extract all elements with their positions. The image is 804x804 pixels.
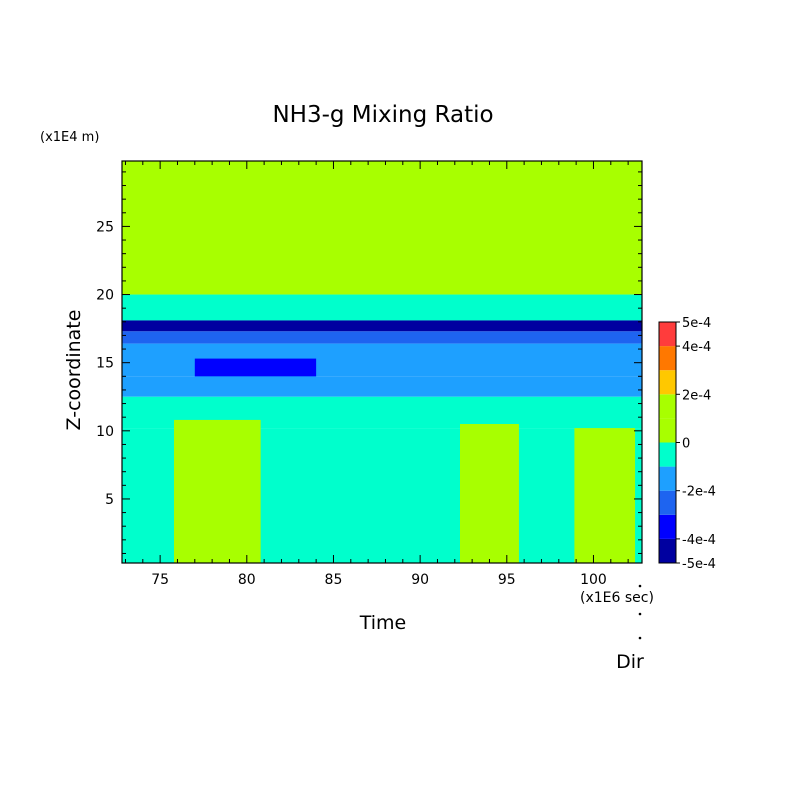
colorbar-tick-label: -5e-4 (682, 557, 716, 572)
y-unit-label: (x1E4 m) (40, 130, 99, 145)
y-axis-title: Z-coordinate (63, 310, 85, 431)
chart-title: NH3-g Mixing Ratio (272, 102, 493, 128)
x-tick-label: 75 (151, 572, 169, 588)
heatmap-band (122, 161, 642, 295)
dir-dot (638, 584, 642, 588)
y-axis: 5 10 15 20 25 (96, 171, 642, 554)
dir-label: Dir (616, 651, 644, 673)
dir-dot (638, 636, 642, 640)
colorbar-swatch (659, 466, 676, 491)
y-tick-label: 20 (96, 288, 114, 304)
y-tick-label: 15 (96, 356, 114, 372)
colorbar-tick-label: 0 (682, 437, 690, 452)
x-tick-label: 80 (238, 572, 256, 588)
heatmap-region (460, 424, 519, 563)
colorbar-tick-label: 5e-4 (682, 316, 711, 331)
x-tick-label: 100 (580, 572, 607, 588)
x-axis-title: Time (359, 612, 407, 634)
x-tick-label: 90 (411, 572, 429, 588)
colorbar-swatch (659, 418, 676, 443)
heatmap-region (174, 419, 261, 563)
colorbar-tick-label: 2e-4 (682, 388, 711, 403)
colorbar-swatch (659, 514, 676, 539)
colorbar-tick-label: -4e-4 (682, 533, 716, 548)
colorbar-swatch (659, 370, 676, 395)
dir-dot (638, 612, 642, 616)
colorbar-tick-label: 4e-4 (682, 340, 711, 355)
y-tick-label: 10 (96, 424, 114, 440)
x-tick-label: 85 (325, 572, 343, 588)
colorbar-tick-label: -2e-4 (682, 485, 716, 500)
y-tick-label: 5 (105, 492, 114, 508)
colorbar-swatch (659, 346, 676, 371)
colorbar-swatch (659, 322, 676, 347)
heatmap-region (574, 428, 636, 563)
heatmap-band (122, 294, 642, 321)
colorbar-swatch (659, 394, 676, 419)
heatmap-band (194, 358, 317, 381)
colorbar-swatch (659, 490, 676, 515)
colorbar-swatch (659, 538, 676, 563)
heatmap-band (122, 320, 642, 332)
y-tick-label: 25 (96, 219, 114, 235)
colorbar: 5e-4 4e-4 2e-4 0 -2e-4 -4e-4 -5e-4 (658, 316, 716, 572)
heatmap-band (122, 331, 642, 344)
x-axis: 75 80 85 90 95 100 (124, 161, 629, 588)
x-unit-label: (x1E6 sec) (580, 590, 654, 606)
plot-area (121, 160, 643, 564)
dir-marker (638, 584, 642, 640)
x-tick-label: 95 (498, 572, 516, 588)
heatmap-band (122, 376, 642, 397)
colorbar-swatch (659, 442, 676, 467)
plot-frame (121, 160, 643, 564)
